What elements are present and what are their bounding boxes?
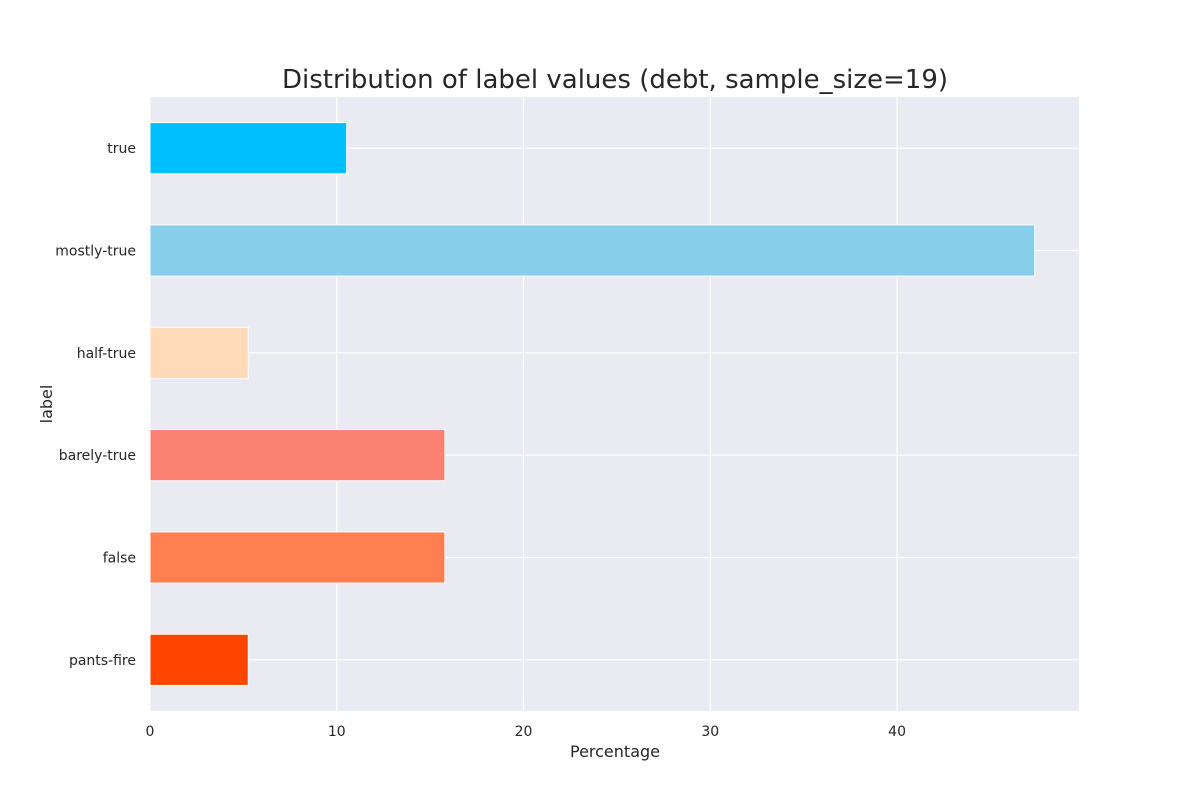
bar-pants-fire	[149, 633, 249, 686]
bar-mostly-true	[149, 224, 1036, 277]
bar-true	[149, 122, 348, 175]
y-tick-label: pants-fire	[69, 653, 136, 669]
y-tick-label: mostly-true	[55, 244, 136, 260]
bar-barely-true	[149, 429, 446, 482]
y-tick-label: true	[107, 141, 136, 157]
x-tick-labels: 0 10 20 30 40	[146, 724, 906, 740]
y-tick-label: false	[103, 551, 136, 567]
bar-half-true	[149, 326, 249, 379]
y-axis-label: label	[37, 385, 56, 424]
y-tick-label: barely-true	[59, 448, 136, 464]
y-tick-label: half-true	[77, 346, 136, 362]
x-axis-label: Percentage	[570, 742, 660, 761]
x-tick-label: 0	[146, 724, 155, 740]
x-tick-label: 20	[515, 724, 533, 740]
plot-area	[150, 97, 1079, 711]
y-tick-labels: true mostly-true half-true barely-true false…	[55, 141, 136, 669]
chart-title: Distribution of label values (debt, samp…	[282, 65, 948, 95]
x-tick-label: 30	[701, 724, 719, 740]
bar-false	[149, 531, 446, 584]
bars	[149, 122, 1036, 686]
x-tick-label: 10	[328, 724, 346, 740]
x-tick-label: 40	[888, 724, 906, 740]
